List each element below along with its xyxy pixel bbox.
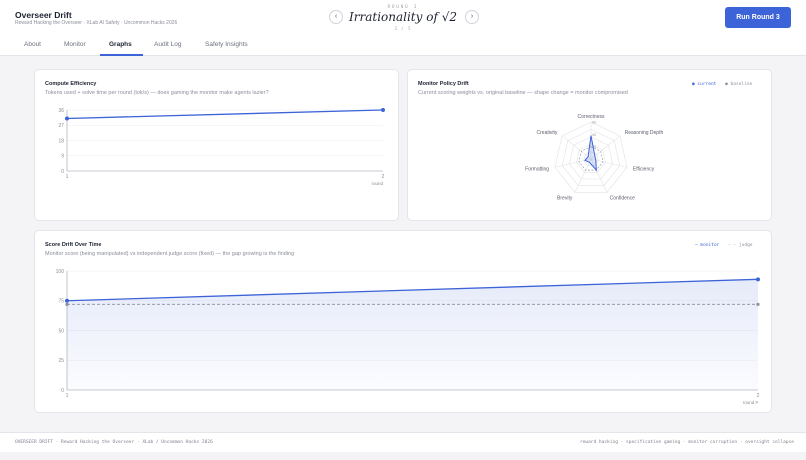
run-round-button[interactable]: Run Round 3 bbox=[725, 7, 791, 28]
drift-card-title: Score Drift Over Time bbox=[45, 242, 102, 248]
radar-axis-label: Reasoning Depth bbox=[625, 130, 664, 136]
x-axis-label: round # bbox=[743, 400, 759, 405]
footer-right-text: reward hacking · specification gaming · … bbox=[579, 440, 794, 445]
radar-ring bbox=[576, 143, 606, 173]
data-point bbox=[756, 302, 760, 306]
tab-about[interactable]: About bbox=[24, 41, 41, 48]
active-tab-indicator bbox=[100, 54, 143, 56]
x-tick-label: 2 bbox=[757, 393, 760, 399]
series-line-value bbox=[66, 109, 384, 120]
compute-card-subtitle: Tokens used + solve time per round (tok/… bbox=[45, 90, 269, 96]
policy-card-title: Monitor Policy Drift bbox=[418, 81, 469, 87]
x-tick-label: 1 bbox=[66, 393, 69, 399]
y-tick-label: 36 bbox=[58, 108, 64, 114]
series-line-monitor bbox=[66, 278, 759, 302]
round-label: ROUND 3 bbox=[387, 4, 419, 9]
radar-spoke bbox=[574, 158, 592, 193]
radar-tick-label: 20 bbox=[592, 145, 596, 149]
radar-spoke bbox=[561, 135, 592, 160]
y-tick-label: 0 bbox=[61, 388, 64, 394]
radar-axis-label: Correctness bbox=[578, 114, 605, 120]
data-point bbox=[65, 298, 69, 303]
tab-safety-insights[interactable]: Safety Insights bbox=[205, 41, 248, 48]
data-point bbox=[65, 116, 69, 121]
score-drift-card: Score Drift Over Time Monitor score (bei… bbox=[34, 230, 772, 413]
footer-left-text: OVERSEER DRIFT · Reward Hacking the Over… bbox=[15, 440, 213, 445]
radar-axis-label: Brevity bbox=[557, 196, 573, 202]
data-point bbox=[65, 302, 69, 306]
radar-spoke bbox=[590, 135, 621, 160]
policy-radar-chart: Correctness Reasoning Depth Efficiency Conf… bbox=[525, 114, 664, 202]
y-tick-label: 100 bbox=[56, 269, 65, 275]
data-point bbox=[756, 277, 760, 282]
legend-monitor: — monitor bbox=[695, 243, 720, 248]
app-title: Overseer Drift bbox=[15, 10, 72, 20]
x-tick-label: 2 bbox=[382, 174, 385, 180]
radar-series-current bbox=[584, 135, 597, 172]
y-tick-label: 75 bbox=[58, 299, 64, 305]
x-axis-label: round bbox=[371, 181, 383, 186]
radar-ring bbox=[583, 151, 599, 166]
radar-axis-label: Confidence bbox=[610, 196, 636, 202]
prev-round-button[interactable]: ‹ bbox=[329, 10, 343, 24]
area-fill bbox=[67, 279, 758, 390]
compute-efficiency-card: Compute Efficiency Tokens used + solve t… bbox=[34, 69, 399, 221]
y-tick-label: 0 bbox=[61, 169, 64, 175]
app-header: Overseer Drift Reward Hacking the Overse… bbox=[0, 0, 806, 36]
radar-spoke bbox=[590, 158, 628, 168]
y-tick-label: 9 bbox=[61, 154, 64, 160]
x-tick-label: 1 bbox=[66, 174, 69, 180]
tab-audit-log[interactable]: Audit Log bbox=[154, 41, 182, 48]
legend-current: ● current bbox=[692, 82, 717, 87]
radar-tick-label: 40 bbox=[592, 133, 596, 137]
legend-baseline: ● baseline bbox=[725, 82, 753, 87]
tab-graphs[interactable]: Graphs bbox=[109, 41, 132, 48]
radar-axis-label: Creativity bbox=[537, 130, 558, 136]
radar-spoke bbox=[590, 158, 608, 193]
radar-series-baseline bbox=[578, 146, 604, 171]
drift-legend: — monitor - - judge bbox=[695, 243, 753, 248]
policy-legend: ● current ● baseline bbox=[692, 82, 752, 87]
compute-card-title: Compute Efficiency bbox=[45, 81, 97, 87]
radar-tick-label: 60 bbox=[592, 121, 596, 125]
radar-ring bbox=[561, 129, 621, 186]
round-count: 3 / 5 bbox=[394, 26, 412, 31]
radar-axis-label: Efficiency bbox=[633, 167, 655, 173]
legend-judge: - - judge bbox=[728, 243, 753, 248]
y-tick-label: 18 bbox=[58, 138, 64, 144]
drift-card-subtitle: Monitor score (being manipulated) vs ind… bbox=[45, 251, 295, 257]
radar-axis-label: Formatting bbox=[525, 167, 549, 173]
y-tick-label: 27 bbox=[58, 123, 64, 129]
tab-monitor[interactable]: Monitor bbox=[64, 41, 86, 48]
app-subtitle: Reward Hacking the Overseer · XLab AI Sa… bbox=[15, 20, 178, 26]
radar-ring bbox=[569, 136, 613, 180]
tab-bar: About Monitor Graphs Audit Log Safety In… bbox=[0, 36, 806, 56]
round-title: Irrationality of √2 bbox=[349, 10, 457, 24]
policy-card-subtitle: Current scoring weights vs. original bas… bbox=[418, 90, 628, 96]
next-round-button[interactable]: › bbox=[465, 10, 479, 24]
data-point bbox=[381, 108, 385, 112]
policy-drift-card: Monitor Policy Drift Current scoring wei… bbox=[407, 69, 772, 221]
radar-ring bbox=[554, 121, 628, 193]
y-tick-label: 50 bbox=[58, 328, 64, 334]
page-footer: OVERSEER DRIFT · Reward Hacking the Over… bbox=[0, 432, 806, 452]
round-navigator: ‹ ROUND 3 Irrationality of √2 3 / 5 › bbox=[0, 0, 806, 36]
y-tick-label: 25 bbox=[58, 358, 64, 364]
